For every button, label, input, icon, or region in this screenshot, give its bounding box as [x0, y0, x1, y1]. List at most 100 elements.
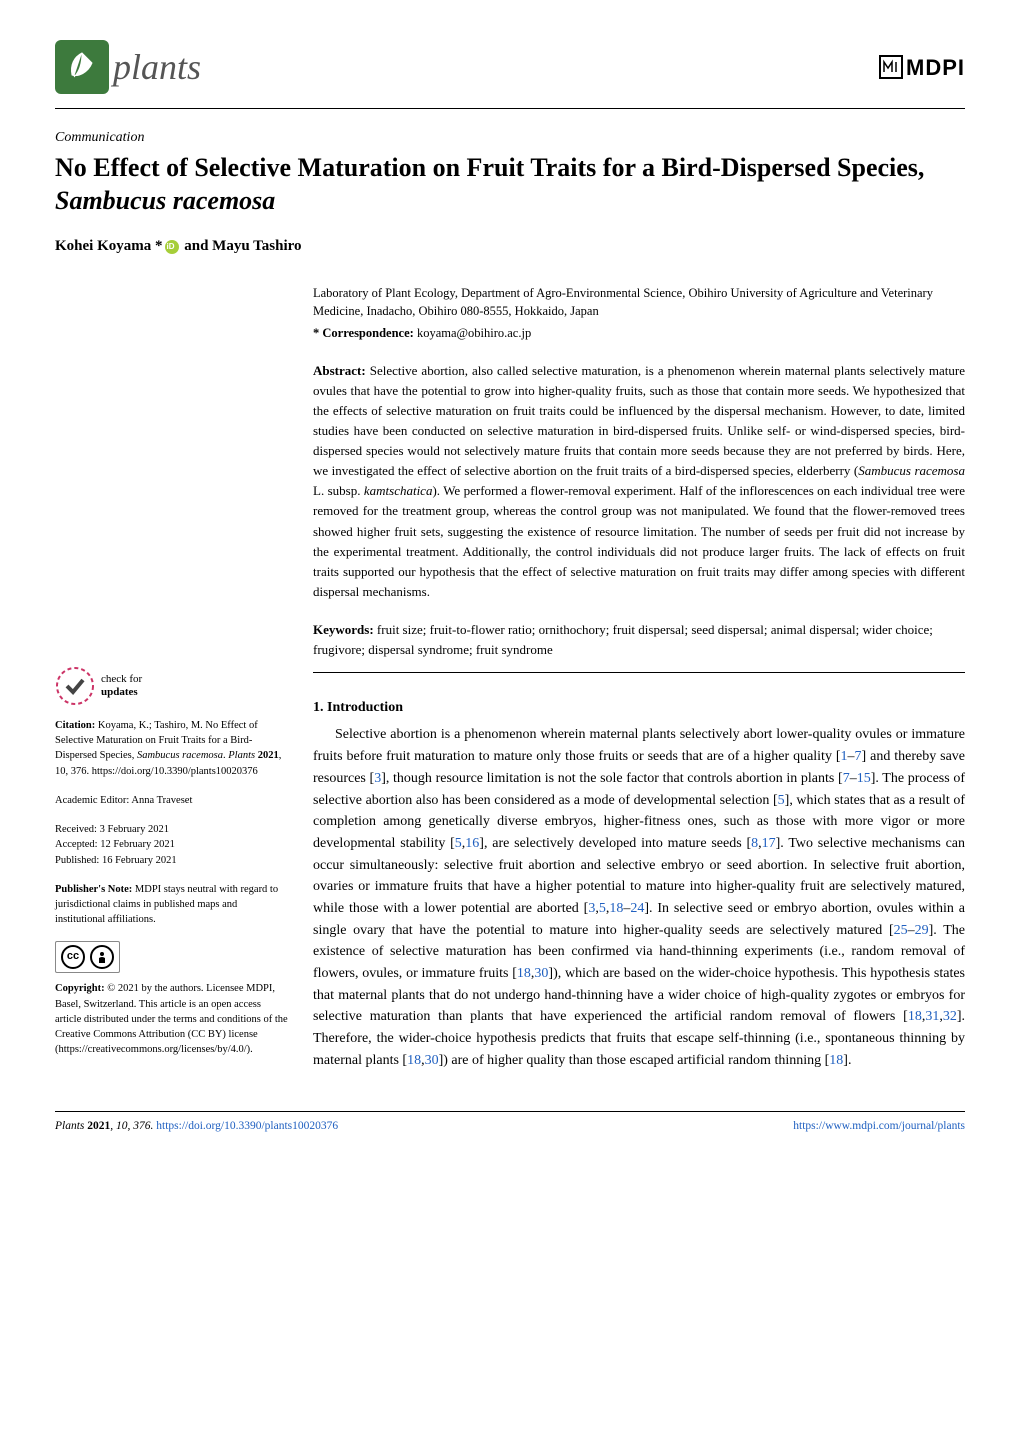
accepted-date: 12 February 2021	[100, 839, 175, 850]
copyright-block: Copyright: © 2021 by the authors. Licens…	[55, 981, 289, 1057]
ref-link[interactable]: 18	[407, 1053, 421, 1068]
ref-link[interactable]: 31	[925, 1009, 939, 1024]
ref-link[interactable]: 32	[943, 1009, 957, 1024]
citation-label: Citation:	[55, 720, 95, 731]
sidebar: check for updates Citation: Koyama, K.; …	[55, 284, 289, 1072]
citation-year: 2021	[255, 750, 279, 761]
ref-link[interactable]: 15	[857, 771, 871, 786]
keywords: Keywords: fruit size; fruit-to-flower ra…	[313, 620, 965, 660]
citation-block: Citation: Koyama, K.; Tashiro, M. No Eff…	[55, 718, 289, 779]
title-species: Sambucus racemosa	[55, 186, 275, 215]
ref-link[interactable]: 25	[894, 923, 908, 938]
check-line2: updates	[101, 686, 142, 699]
editor-block: Academic Editor: Anna Traveset	[55, 793, 289, 808]
correspondence: * Correspondence: koyama@obihiro.ac.jp	[313, 324, 965, 343]
check-line1: check for	[101, 673, 142, 686]
main-content: Laboratory of Plant Ecology, Department …	[313, 284, 965, 1072]
editor-name: Anna Traveset	[131, 795, 192, 806]
keywords-text: fruit size; fruit-to-flower ratio; ornit…	[313, 622, 933, 657]
leaf-icon	[55, 40, 109, 94]
check-updates-text: check for updates	[101, 673, 142, 699]
ref-link[interactable]: 18	[609, 901, 623, 916]
page: plants MDPI Communication No Effect of S…	[0, 0, 1020, 1166]
ref-link[interactable]: 18	[829, 1053, 843, 1068]
t: ].	[843, 1053, 851, 1068]
t: –	[848, 749, 855, 764]
ref-link[interactable]: 5	[599, 901, 606, 916]
footer-rest: , 10, 376.	[110, 1120, 156, 1132]
by-icon	[90, 945, 114, 969]
abstract-3: ). We performed a flower-removal experim…	[313, 483, 965, 599]
footer-journal: Plants	[55, 1120, 84, 1132]
ref-link[interactable]: 7	[855, 749, 862, 764]
footer-year: 2021	[84, 1120, 110, 1132]
footer-url[interactable]: https://www.mdpi.com/journal/plants	[793, 1120, 965, 1132]
received-label: Received:	[55, 824, 100, 835]
editor-label: Academic Editor:	[55, 795, 131, 806]
header-rule	[55, 108, 965, 109]
footer-doi[interactable]: https://doi.org/10.3390/plants10020376	[156, 1120, 338, 1132]
abstract-label: Abstract:	[313, 363, 366, 378]
check-updates[interactable]: check for updates	[55, 666, 289, 706]
article-title: No Effect of Selective Maturation on Fru…	[55, 152, 965, 217]
main-columns: check for updates Citation: Koyama, K.; …	[55, 284, 965, 1072]
t: ], are selectively developed into mature…	[479, 836, 751, 851]
t: –	[908, 923, 915, 938]
article-type: Communication	[55, 127, 965, 148]
intro-paragraph: Selective abortion is a phenomenon where…	[313, 724, 965, 1071]
abstract-2: L. subsp.	[313, 483, 364, 498]
author-rest: and Mayu Tashiro	[181, 238, 302, 254]
ref-link[interactable]: 5	[778, 793, 785, 808]
abstract-species2: kamtschatica	[364, 483, 433, 498]
affiliation: Laboratory of Plant Ecology, Department …	[313, 284, 965, 320]
citation-doi: https://doi.org/10.3390/plants10020376	[92, 766, 258, 777]
t: –	[850, 771, 857, 786]
mdpi-icon	[878, 54, 904, 80]
orcid-icon[interactable]	[165, 240, 179, 254]
abstract-1: Selective abortion, also called selectiv…	[313, 363, 965, 479]
footer-left: Plants 2021, 10, 376. https://doi.org/10…	[55, 1118, 338, 1135]
dates-block: Received: 3 February 2021 Accepted: 12 F…	[55, 822, 289, 868]
ref-link[interactable]: 5	[455, 836, 462, 851]
citation-journal: Plants	[228, 750, 255, 761]
authors: Kohei Koyama * and Mayu Tashiro	[55, 235, 965, 258]
keywords-rule	[313, 672, 965, 673]
ref-link[interactable]: 30	[425, 1053, 439, 1068]
author-1: Kohei Koyama *	[55, 238, 163, 254]
correspondence-email: koyama@obihiro.ac.jp	[417, 326, 531, 340]
pubnote-block: Publisher's Note: MDPI stays neutral wit…	[55, 882, 289, 928]
ref-link[interactable]: 18	[517, 966, 531, 981]
check-updates-icon	[55, 666, 95, 706]
footer-right: https://www.mdpi.com/journal/plants	[793, 1118, 965, 1135]
abstract-species1: Sambucus racemosa	[858, 463, 965, 478]
ref-link[interactable]: 16	[465, 836, 479, 851]
journal-logo: plants	[55, 40, 201, 94]
ref-link[interactable]: 7	[843, 771, 850, 786]
published-label: Published:	[55, 855, 102, 866]
citation-species: Sambucus racemosa	[137, 750, 223, 761]
abstract: Abstract: Selective abortion, also calle…	[313, 361, 965, 603]
pubnote-label: Publisher's Note:	[55, 884, 132, 895]
section-1-heading: 1. Introduction	[313, 697, 965, 718]
published-date: 16 February 2021	[102, 855, 177, 866]
accepted-label: Accepted:	[55, 839, 100, 850]
publisher-logo: MDPI	[878, 51, 965, 84]
ref-link[interactable]: 18	[908, 1009, 922, 1024]
cc-badge: cc	[55, 941, 289, 973]
footer: Plants 2021, 10, 376. https://doi.org/10…	[55, 1111, 965, 1135]
ref-link[interactable]: 17	[762, 836, 776, 851]
title-text: No Effect of Selective Maturation on Fru…	[55, 153, 924, 182]
t: ], though resource limitation is not the…	[381, 771, 842, 786]
ref-link[interactable]: 1	[841, 749, 848, 764]
t: ]) are of higher quality than those esca…	[439, 1053, 830, 1068]
header: plants MDPI	[55, 40, 965, 102]
ref-link[interactable]: 29	[915, 923, 929, 938]
keywords-label: Keywords:	[313, 622, 374, 637]
cc-rect: cc	[55, 941, 120, 973]
ref-link[interactable]: 24	[630, 901, 644, 916]
copyright-label: Copyright:	[55, 983, 105, 994]
publisher-name: MDPI	[906, 51, 965, 84]
cc-icon: cc	[61, 945, 85, 969]
ref-link[interactable]: 30	[534, 966, 548, 981]
journal-name: plants	[113, 40, 201, 94]
